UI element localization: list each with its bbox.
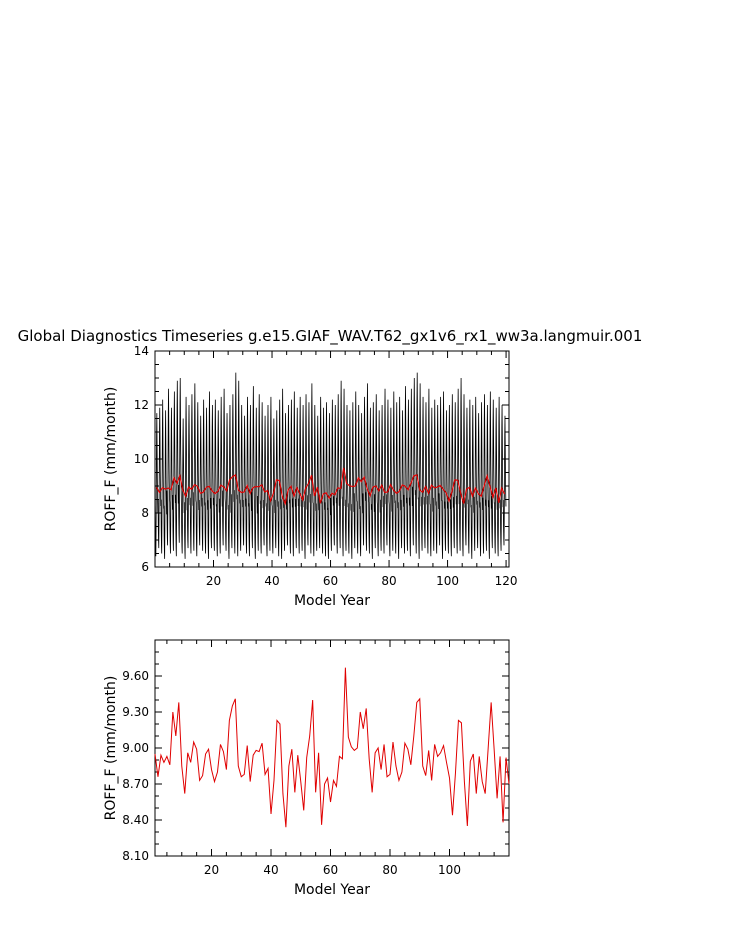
panel-bottom: 20 40 60 80 100 8.10 8.40 8.70 9.00 9.30 9.60 Mode… (103, 639, 510, 898)
y-axis-label-bottom: ROFF_F (mm/month) (103, 676, 119, 821)
y-tick-label: 8.70 (122, 777, 149, 791)
x-tick-label: 80 (382, 863, 397, 877)
x-tick-label: 100 (436, 574, 459, 588)
monthly-series-line (154, 372, 507, 559)
x-tick-label: 40 (263, 863, 278, 877)
x-tick-label: 20 (206, 574, 221, 588)
x-axis-label-top: Model Year (294, 593, 370, 609)
x-tick-label: 80 (381, 574, 396, 588)
y-axis-label-top: ROFF_F (mm/month) (103, 387, 119, 532)
plot-frame-bottom (154, 639, 510, 857)
y-tick-label: 9.00 (122, 741, 149, 755)
x-tick-label: 60 (323, 863, 338, 877)
series-group-bottom (154, 667, 510, 828)
x-tick-label: 40 (264, 574, 279, 588)
y-tick-label: 8.40 (122, 813, 149, 827)
x-tick-label: 100 (438, 863, 461, 877)
y-tick-label: 14 (134, 344, 149, 358)
panel-top: 20 40 60 80 100 120 6 8 10 12 14 Model Year ROFF_F… (103, 344, 518, 609)
y-tick-label: 9.60 (122, 669, 149, 683)
y-tick-label: 12 (134, 398, 149, 412)
x-tick-label: 20 (204, 863, 219, 877)
x-tick-label: 120 (495, 574, 518, 588)
figure-title: Global Diagnostics Timeseries g.e15.GIAF… (18, 327, 643, 346)
annual-mean-line-top (155, 467, 506, 506)
y-tick-label: 8.10 (122, 849, 149, 863)
series-group-top (154, 372, 507, 559)
axis-ticks-bottom: 20 40 60 80 100 8.10 8.40 8.70 9.00 9.30 9.60 (122, 639, 510, 877)
y-tick-label: 10 (134, 452, 149, 466)
y-tick-label: 6 (141, 560, 149, 574)
axis-ticks-top: 20 40 60 80 100 120 6 8 10 12 14 (134, 344, 518, 588)
annual-mean-line-bottom (154, 667, 510, 828)
x-tick-label: 60 (323, 574, 338, 588)
y-tick-label: 8 (141, 506, 149, 520)
y-tick-label: 9.30 (122, 705, 149, 719)
x-axis-label-bottom: Model Year (294, 882, 370, 898)
